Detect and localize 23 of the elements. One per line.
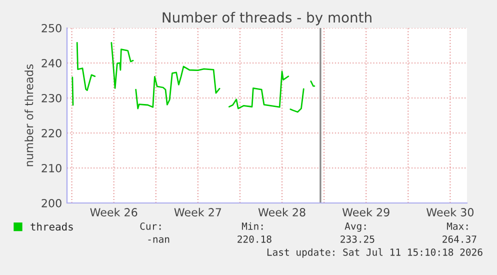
x-tick-label: Week 30 (426, 208, 474, 216)
y-tick-label: 200 (42, 198, 62, 208)
x-tick-label: Week 27 (174, 208, 222, 216)
y-tick-label: 220 (42, 128, 62, 138)
legend-label: threads (30, 222, 73, 231)
text: 264.37 (442, 235, 476, 243)
text: Max: (446, 222, 468, 230)
y-tick-label: 210 (42, 164, 62, 172)
y-tick-label: 250 (42, 24, 62, 32)
text: Cur: (140, 222, 161, 230)
text: Min: (242, 222, 263, 230)
y-tick-label: 230 (42, 94, 62, 102)
y-tick-label: 240 (42, 58, 62, 68)
x-tick-label: Week 26 (90, 208, 138, 216)
text: Avg: (344, 222, 366, 232)
text: 233.25 (340, 235, 374, 243)
text: Last update: Sat Jul 11 15:10:18 2026 (267, 248, 482, 258)
x-tick-label: Week 29 (342, 208, 390, 216)
text: -nan (148, 237, 170, 243)
x-tick-label: Week 28 (258, 208, 306, 216)
chart-title: Number of threads - by month (162, 12, 372, 26)
y-axis-title: number of threads (24, 64, 34, 166)
text: 220.18 (238, 235, 272, 243)
